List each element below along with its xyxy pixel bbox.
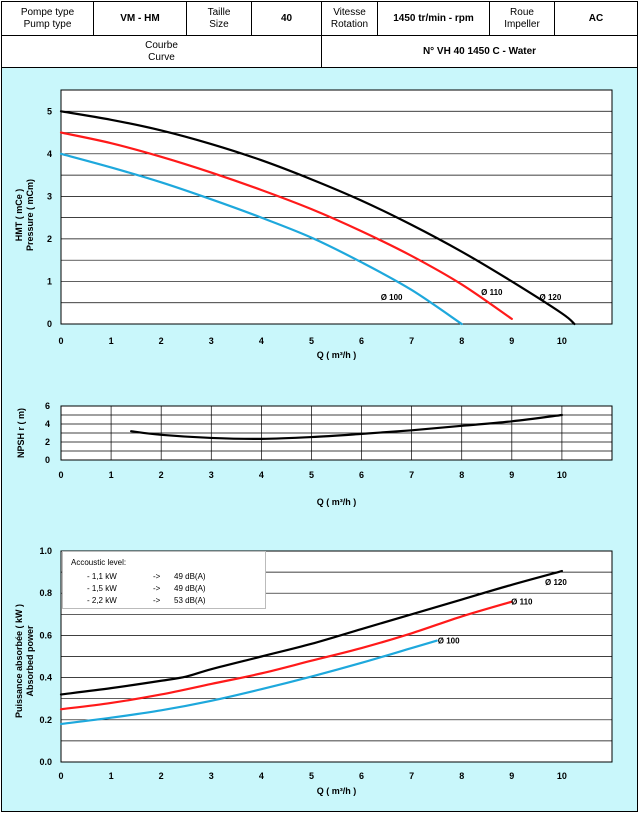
y-axis-title: HMT ( mCe ): [14, 189, 24, 242]
legend-title: Accoustic level:: [71, 558, 127, 567]
series-line: [59, 569, 564, 696]
series-line: [130, 413, 564, 440]
legend-level: 49 dB(A): [174, 584, 206, 593]
y-tick-label: 0.6: [39, 630, 52, 640]
x-tick-label: 10: [557, 336, 567, 346]
series-line: [59, 110, 576, 326]
series-line: [59, 639, 438, 726]
legend-arrow: ->: [153, 596, 161, 605]
plot-area: [60, 89, 613, 325]
y-tick-label: 5: [47, 106, 52, 116]
y-tick-label: 0.8: [39, 588, 52, 598]
x-tick-label: 8: [459, 470, 464, 480]
x-tick-label: 5: [309, 470, 314, 480]
y-tick-label: 1: [47, 276, 52, 286]
x-tick-label: 0: [58, 336, 63, 346]
x-tick-label: 8: [459, 336, 464, 346]
legend-arrow: ->: [153, 572, 161, 581]
curve-label: Ø 100: [381, 293, 403, 302]
x-tick-label: 3: [209, 336, 214, 346]
x-tick-label: 2: [159, 336, 164, 346]
y-tick-label: 1.0: [39, 546, 52, 556]
x-tick-label: 0: [58, 470, 63, 480]
legend-row: - 2,2 kW -> 53 dB(A): [63, 596, 267, 608]
y-tick-label: 0.0: [39, 757, 52, 767]
x-tick-label: 5: [309, 336, 314, 346]
legend-power: - 1,1 kW: [87, 572, 117, 581]
curve-label: Ø 110: [511, 598, 533, 607]
x-tick-label: 4: [259, 470, 264, 480]
acoustic-legend: Accoustic level: - 1,1 kW -> 49 dB(A) - …: [62, 551, 266, 609]
x-tick-label: 4: [259, 771, 264, 781]
curve-label: Ø 100: [438, 637, 460, 646]
legend-power: - 1,5 kW: [87, 584, 117, 593]
x-axis-title: Q ( m³/h ): [317, 497, 357, 507]
y-tick-label: 0.2: [39, 715, 52, 725]
x-tick-label: 7: [409, 470, 414, 480]
legend-level: 49 dB(A): [174, 572, 206, 581]
y-axis-subtitle: Absorbed power: [25, 625, 35, 697]
y-tick-label: 0: [45, 455, 50, 465]
x-tick-label: 4: [259, 336, 264, 346]
x-tick-label: 9: [509, 771, 514, 781]
x-tick-label: 2: [159, 771, 164, 781]
y-axis-title: Puissance absorbée ( kW ): [14, 604, 24, 718]
x-tick-label: 5: [309, 771, 314, 781]
y-axis-subtitle: Pressure ( mCm): [25, 179, 35, 251]
x-tick-label: 10: [557, 470, 567, 480]
legend-row: - 1,1 kW -> 49 dB(A): [63, 572, 267, 584]
x-tick-label: 8: [459, 771, 464, 781]
x-tick-label: 9: [509, 336, 514, 346]
x-tick-label: 6: [359, 771, 364, 781]
y-tick-label: 2: [45, 437, 50, 447]
y-tick-label: 0: [47, 319, 52, 329]
x-axis-title: Q ( m³/h ): [317, 350, 357, 360]
y-tick-label: 4: [47, 149, 52, 159]
legend-power: - 2,2 kW: [87, 596, 117, 605]
legend-arrow: ->: [153, 584, 161, 593]
x-tick-label: 3: [209, 771, 214, 781]
curve-label: Ø 120: [540, 293, 562, 302]
header-table: Pompe type Pump type VM - HM Taille Size 4…: [1, 1, 638, 68]
y-tick-label: 0.4: [39, 673, 52, 683]
x-tick-label: 0: [58, 771, 63, 781]
series-line: [59, 131, 513, 320]
x-tick-label: 1: [109, 771, 114, 781]
y-tick-label: 4: [45, 419, 50, 429]
x-tick-label: 2: [159, 470, 164, 480]
legend-row: - 1,5 kW -> 49 dB(A): [63, 584, 267, 596]
series-line: [59, 600, 513, 711]
x-tick-label: 9: [509, 470, 514, 480]
x-tick-label: 3: [209, 470, 214, 480]
x-axis-title: Q ( m³/h ): [317, 786, 357, 796]
x-tick-label: 7: [409, 771, 414, 781]
x-tick-label: 1: [109, 470, 114, 480]
y-axis-title: NPSH r ( m): [16, 408, 26, 458]
series-line: [59, 152, 463, 326]
curve-label: Ø 120: [545, 578, 567, 587]
x-tick-label: 7: [409, 336, 414, 346]
x-tick-label: 1: [109, 336, 114, 346]
y-tick-label: 3: [47, 191, 52, 201]
x-tick-label: 6: [359, 470, 364, 480]
curve-label: Ø 110: [481, 288, 503, 297]
legend-level: 53 dB(A): [174, 596, 206, 605]
x-tick-label: 10: [557, 771, 567, 781]
y-tick-label: 2: [47, 234, 52, 244]
x-tick-label: 6: [359, 336, 364, 346]
y-tick-label: 6: [45, 401, 50, 411]
